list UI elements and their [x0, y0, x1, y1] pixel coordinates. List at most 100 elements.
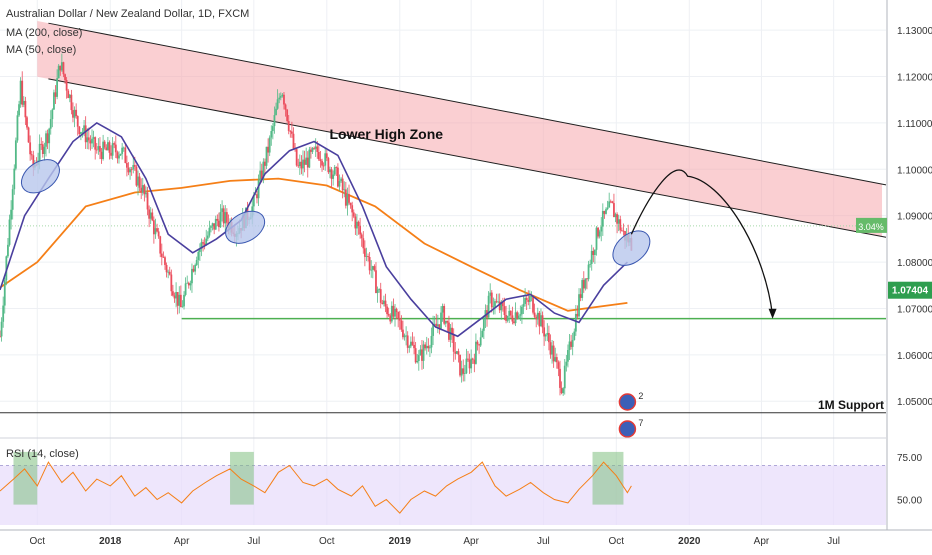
candle-body-386: [611, 201, 614, 204]
ma200-legend: MA (200, close): [6, 27, 83, 39]
candle-body-251: [397, 311, 400, 319]
price-tick-8: 1.05000: [897, 397, 932, 408]
candle-body-392: [620, 230, 623, 232]
ma50-legend: MA (50, close): [6, 44, 77, 56]
candle-body-77: [121, 147, 124, 154]
candle-body-79: [124, 147, 127, 164]
candle-body-272: [430, 335, 433, 348]
candle-body-44: [68, 94, 71, 99]
price-axis-background: [887, 0, 932, 550]
candle-body-229: [362, 238, 365, 249]
candle-body-313: [495, 301, 498, 303]
candle-body-391: [619, 219, 622, 231]
candle-body-343: [543, 327, 546, 337]
candle-body-185: [292, 133, 295, 149]
candle-body-2: [2, 305, 5, 322]
candle-body-370: [586, 278, 588, 280]
candle-body-265: [419, 349, 422, 356]
candle-body-18: [27, 127, 30, 143]
candle-body-250: [395, 308, 398, 312]
candle-body-204: [322, 165, 325, 167]
event-marker-1: [618, 420, 637, 438]
candle-body-365: [578, 294, 580, 317]
candle-body-76: [119, 153, 122, 156]
candle-body-218: [344, 189, 347, 206]
candle-body-12: [18, 104, 20, 116]
candle-body-248: [392, 305, 395, 317]
candle-body-116: [183, 294, 185, 307]
candle-body-240: [379, 289, 382, 303]
candle-body-266: [421, 349, 423, 361]
candle-body-113: [178, 294, 181, 306]
candle-body-183: [289, 130, 292, 132]
candle-body-181: [286, 109, 289, 122]
candle-body-296: [468, 359, 471, 369]
candle-body-53: [83, 125, 85, 132]
candle-body-84: [132, 164, 135, 170]
candle-body-179: [283, 94, 285, 105]
candle-body-122: [192, 268, 195, 272]
candle-body-75: [118, 155, 120, 159]
time-tick-2: Apr: [174, 536, 190, 547]
candle-body-161: [254, 194, 257, 196]
candle-body-8: [11, 189, 14, 210]
candle-body-67: [105, 147, 108, 151]
candle-body-36: [56, 78, 59, 97]
candle-body-65: [102, 141, 105, 160]
candle-body-212: [335, 167, 338, 168]
candle-body-194: [306, 157, 309, 168]
candle-body-372: [589, 263, 592, 265]
candle-body-80: [126, 163, 128, 168]
candle-body-87: [137, 176, 139, 186]
candle-body-180: [284, 104, 287, 110]
projection-arrowhead: [768, 308, 777, 319]
candle-body-217: [343, 189, 346, 191]
candle-body-271: [429, 347, 431, 349]
trendlines: [0, 22, 887, 414]
candle-body-224: [354, 216, 357, 229]
candle-body-98: [154, 228, 157, 235]
candle-body-21: [32, 155, 35, 168]
candle-body-57: [89, 140, 92, 144]
candle-body-197: [311, 147, 314, 152]
candle-body-182: [287, 121, 290, 131]
candle-body-94: [148, 209, 151, 219]
candle-body-175: [276, 99, 279, 109]
candle-body-233: [368, 257, 371, 271]
candle-body-101: [159, 236, 162, 254]
candle-body-345: [546, 333, 549, 335]
candle-body-19: [29, 142, 32, 155]
candle-body-165: [260, 170, 263, 180]
candle-body-227: [359, 226, 362, 235]
candle-body-138: [218, 220, 220, 228]
candle-body-43: [67, 90, 70, 99]
price-tick-7: 1.06000: [897, 351, 932, 362]
candle-body-373: [590, 250, 593, 264]
candle-body-164: [259, 170, 262, 181]
candle-body-308: [487, 295, 490, 318]
candle-body-356: [563, 365, 566, 389]
candle-body-202: [319, 159, 322, 161]
candle-body-41: [64, 74, 66, 81]
candle-body-50: [78, 126, 81, 134]
candle-body-126: [198, 248, 201, 252]
candle-body-123: [194, 264, 197, 272]
candle-body-276: [436, 324, 439, 327]
candle-body-27: [41, 144, 44, 155]
candle-body-78: [122, 147, 125, 149]
candle-body-166: [262, 161, 265, 180]
candle-body-228: [360, 234, 363, 239]
lower-trendline: [48, 78, 887, 238]
projection-arrow: [630, 169, 774, 316]
candle-body-337: [533, 312, 536, 317]
candle-body-160: [252, 195, 255, 207]
candle-body-207: [327, 158, 330, 173]
percent-badge: [856, 217, 887, 233]
candle-body-28: [43, 146, 46, 155]
candle-body-264: [417, 355, 420, 361]
candle-body-35: [54, 92, 57, 97]
candles: [0, 53, 633, 396]
candle-body-317: [501, 301, 504, 307]
ma200-group: [0, 177, 628, 312]
